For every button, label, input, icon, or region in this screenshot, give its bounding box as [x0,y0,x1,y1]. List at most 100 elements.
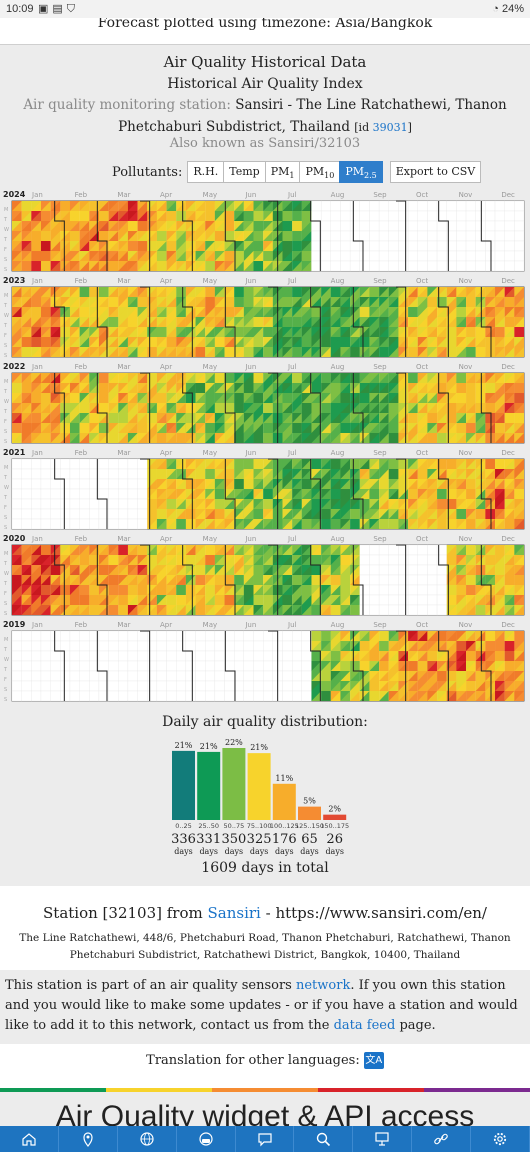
calendar-day-cell [234,403,244,413]
calendar-day-cell [301,403,312,413]
calendar-day-cell [108,393,119,403]
gear-nav-button[interactable] [471,1126,530,1152]
calendar-day-cell-half [388,631,399,641]
search-nav-button[interactable] [294,1126,354,1152]
pollutant-pm1-button[interactable]: PM1 [264,161,301,183]
calendar-day-cell-half [50,261,61,271]
calendar-day-cell-half [79,423,90,433]
calendar-day-cell-half [195,231,206,241]
calendar-day-cell-half [321,641,331,651]
calendar-day-cell [311,641,322,651]
calendar-day-cell-half [156,347,167,357]
face-mask-nav-button[interactable] [177,1126,236,1152]
calendar-day-cell [466,519,476,529]
calendar-day-cell [349,220,360,232]
calendar-day-cell [388,554,399,566]
calendar-day-cell-half [340,555,351,565]
network-link[interactable]: network [295,978,351,993]
calendar-day-cell-half [388,671,399,681]
pollutant-pm10-button[interactable]: PM10 [299,161,341,183]
calendar-day-cell-half [495,393,505,403]
calendar-day-cell [21,508,32,520]
calendar-day-cell [214,690,225,702]
calendar-month-label: Mar [117,535,130,543]
calendar-day-cell-half [21,393,32,403]
calendar-day-cell-half [446,691,457,701]
calendar-day-cell-half [185,433,196,443]
export-csv-button[interactable]: Export to CSV [389,161,482,183]
pollutant-pm25-button[interactable]: PM2.5 [339,161,383,183]
calendar-day-cell-half [427,469,438,479]
calendar-day-cell-half [118,201,128,211]
calendar-day-cell-half [234,383,244,393]
calendar-day-cell [89,595,99,605]
calendar-day-cell [427,604,438,616]
calendar-day-cell [466,651,476,661]
home-nav-button[interactable] [0,1126,59,1152]
calendar-day-cell [456,347,467,357]
calendar-day-cell-half [495,327,505,337]
calendar-day-cell-half [40,337,51,347]
calendar-day-cell-half [147,479,157,489]
data-feed-link[interactable]: data feed [333,1018,396,1033]
calendar-day-cell [69,423,80,433]
calendar-day-cell-half [388,499,399,509]
calendar-day-cell-half [292,211,302,221]
sansiri-link[interactable]: Sansiri [207,904,261,922]
calendar-day-cell-half [330,433,341,443]
calendar-day-cell [282,660,293,672]
pollutant-rh-button[interactable]: R.H. [187,161,225,183]
calendar-day-cell-half [350,327,360,337]
calendar-day-cell [301,337,312,347]
calendar-day-cell-half [475,347,486,357]
calendar-day-cell-half [427,307,438,317]
calendar-month-border [396,200,407,271]
calendar-day-cell-half [408,347,418,357]
calendar-day-cell-half [234,211,244,221]
calendar-day-cell [234,459,244,469]
calendar-day-cell-half [40,231,51,241]
calendar-day-cell [50,630,61,642]
calendar-day-cell [330,545,341,555]
globe-nav-button[interactable] [118,1126,177,1152]
calendar-day-cell-half [195,327,206,337]
calendar-day-cell-half [466,631,476,641]
station-info-suffix: - https://www.sansiri.com/en/ [265,904,487,922]
calendar-day-cell-half [292,413,302,423]
translate-icon[interactable]: 文A [363,1052,384,1069]
calendar-day-cell [369,230,380,242]
calendar-day-cell-half [514,337,524,347]
calendar-day-cell [436,564,447,576]
calendar-day-cell-half [485,691,496,701]
calendar-day-cell [311,433,322,443]
calendar-day-cell [475,260,486,272]
calendar-day-cell [234,595,244,605]
location-pin-nav-button[interactable] [59,1126,118,1152]
station-id-link[interactable]: 39031 [372,121,408,134]
link-nav-button[interactable] [412,1126,472,1152]
calendar-day-cell [301,565,312,575]
calendar-day-cell [466,373,476,383]
calendar-weekday-label: S [4,611,7,617]
calendar-day-cell [485,565,496,575]
calendar-day-cell-half [12,261,22,271]
calendar-day-cell-half [359,489,370,499]
calendar-day-cell-half [282,307,293,317]
chat-nav-button[interactable] [236,1126,295,1152]
calendar-day-cell [359,250,370,262]
calendar-day-cell-half [417,327,428,337]
calendar-day-cell [176,201,186,211]
pollutant-temp-button[interactable]: Temp [223,161,266,183]
calendar-day-cell-half [69,575,80,585]
presentation-nav-button[interactable] [353,1126,413,1152]
calendar-day-cell [437,651,447,661]
calendar-day-cell-half [156,605,167,615]
calendar-day-cell-half [475,499,486,509]
calendar-day-cell-half [330,383,341,393]
station-id-suffix: ] [407,121,412,134]
calendar-day-cell-half [79,373,90,383]
calendar-day-cell-half [224,261,235,271]
calendar-day-cell [359,373,370,383]
calendar-day-cell-half [69,605,80,615]
calendar-day-cell-half [185,211,196,221]
